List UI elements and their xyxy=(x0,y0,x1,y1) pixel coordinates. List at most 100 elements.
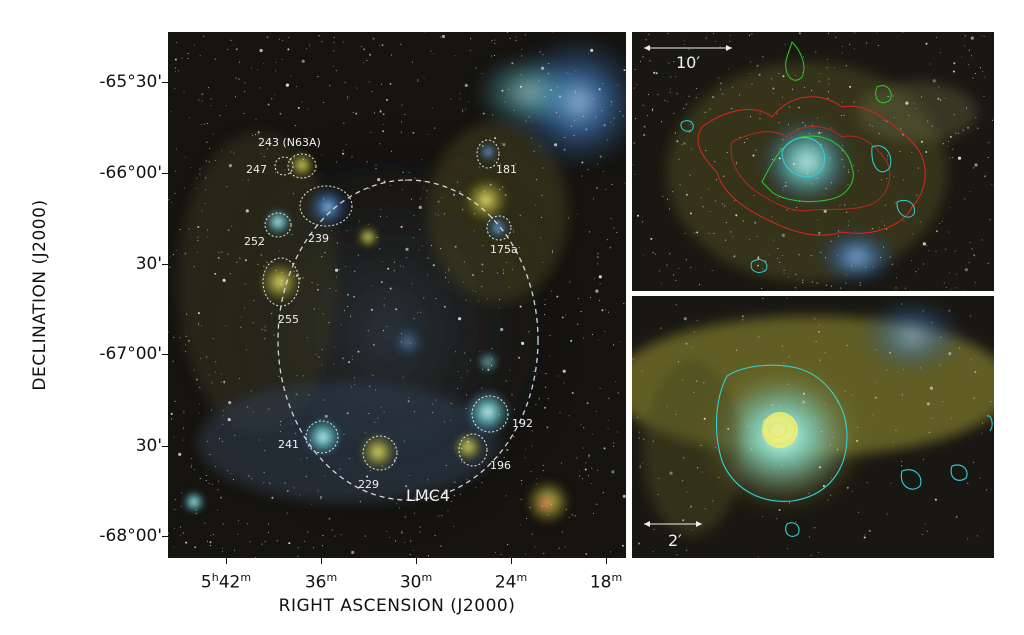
star xyxy=(673,112,675,114)
star xyxy=(949,207,951,209)
star xyxy=(417,80,419,82)
star xyxy=(515,39,517,41)
star xyxy=(400,225,403,228)
star xyxy=(210,98,212,100)
star xyxy=(257,263,259,265)
star xyxy=(597,253,599,255)
star xyxy=(423,187,425,189)
star xyxy=(372,343,375,346)
star xyxy=(547,514,549,516)
y-axis-title: DECLINATION (J2000) xyxy=(30,199,50,391)
star xyxy=(243,112,245,115)
star xyxy=(928,250,930,252)
star xyxy=(703,417,706,420)
star xyxy=(966,107,968,109)
star xyxy=(921,96,923,98)
star xyxy=(179,228,181,230)
star xyxy=(322,101,324,103)
star xyxy=(683,457,685,459)
star xyxy=(783,362,785,364)
star xyxy=(313,308,315,310)
star xyxy=(778,73,780,75)
star xyxy=(306,48,308,50)
star xyxy=(454,245,457,248)
star xyxy=(410,540,412,542)
star xyxy=(901,303,903,305)
star xyxy=(197,251,199,254)
star xyxy=(820,252,822,254)
star xyxy=(830,494,832,496)
star xyxy=(494,39,496,41)
star xyxy=(200,124,202,126)
star xyxy=(212,338,214,340)
star xyxy=(565,508,567,510)
star xyxy=(755,149,757,151)
star xyxy=(197,240,199,242)
star xyxy=(872,415,874,417)
star xyxy=(386,216,388,218)
star xyxy=(493,54,496,56)
star xyxy=(348,361,351,364)
star xyxy=(347,96,349,98)
star xyxy=(725,239,727,241)
star xyxy=(786,209,788,211)
star xyxy=(718,476,720,478)
star xyxy=(542,262,544,264)
star xyxy=(345,144,347,146)
star xyxy=(696,380,698,382)
star xyxy=(461,111,464,113)
star xyxy=(371,90,373,92)
star xyxy=(400,531,403,534)
star xyxy=(796,207,798,209)
star xyxy=(383,411,385,413)
star xyxy=(333,363,335,365)
star xyxy=(788,106,790,108)
star xyxy=(419,526,421,528)
star xyxy=(669,253,671,255)
star xyxy=(208,482,210,484)
x-tick-label: 24m xyxy=(494,571,528,593)
star xyxy=(548,62,550,65)
star xyxy=(360,45,362,48)
x-tick-label: 36m xyxy=(304,571,338,593)
star xyxy=(454,55,456,57)
star xyxy=(818,466,821,469)
star xyxy=(973,254,976,257)
star xyxy=(968,49,970,51)
star xyxy=(319,437,321,439)
star xyxy=(382,113,385,116)
star xyxy=(195,509,197,511)
star xyxy=(204,189,207,191)
star xyxy=(574,90,576,92)
star xyxy=(822,485,825,487)
star xyxy=(382,123,384,125)
star xyxy=(709,108,711,110)
star xyxy=(804,86,806,89)
star xyxy=(587,475,590,477)
star xyxy=(818,324,820,326)
star xyxy=(636,83,638,85)
star xyxy=(511,62,514,65)
star xyxy=(382,330,384,332)
star xyxy=(662,195,664,198)
star xyxy=(185,344,187,346)
star xyxy=(845,282,847,284)
star xyxy=(215,466,217,468)
star xyxy=(623,303,625,305)
star xyxy=(929,386,933,390)
star xyxy=(370,131,372,133)
star xyxy=(689,174,691,176)
star xyxy=(857,426,859,428)
star xyxy=(878,133,880,135)
star xyxy=(690,505,693,508)
star xyxy=(937,97,940,100)
star xyxy=(823,209,827,213)
inset-bottom-svg: 2′ xyxy=(632,296,994,558)
star xyxy=(719,82,722,85)
star xyxy=(562,531,564,533)
star xyxy=(417,78,419,80)
y-tick-mark xyxy=(162,446,168,447)
star xyxy=(396,503,398,505)
star xyxy=(531,445,533,447)
star xyxy=(264,338,266,340)
